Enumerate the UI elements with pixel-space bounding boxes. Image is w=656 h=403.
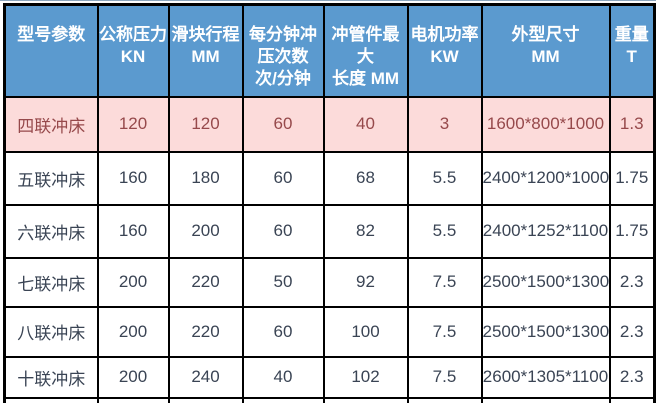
- cell: 2500*1500*1300: [480, 256, 611, 308]
- cell: 120: [96, 95, 170, 153]
- cell: 220: [167, 305, 244, 358]
- column-header-motor-power: 电机功率 KW: [406, 3, 483, 98]
- cell: 180: [167, 150, 244, 206]
- cell: 160: [96, 150, 170, 206]
- cell: 200: [96, 355, 170, 399]
- cell: 40: [322, 95, 409, 153]
- cell: 50: [241, 256, 325, 308]
- table-row: 十联冲床 200 240 40 102 7.5 2600*1305*1100 2…: [3, 355, 656, 399]
- cell: 200: [167, 203, 244, 259]
- column-header-model: 型号参数: [3, 3, 99, 98]
- empty-cell: [406, 396, 483, 403]
- cell: 220: [167, 256, 244, 308]
- row-label: 十联冲床: [3, 355, 99, 399]
- cell: 60: [241, 203, 325, 259]
- spec-table: 型号参数 公称压力 KN 滑块行程 MM 每分钟冲 压次数 次/分钟 冲管件最大…: [3, 3, 656, 403]
- row-label: 八联冲床: [3, 305, 99, 358]
- column-header-strokes-per-minute: 每分钟冲 压次数 次/分钟: [241, 3, 325, 98]
- cell: 92: [322, 256, 409, 308]
- cell: 2500*1500*1300: [480, 305, 611, 358]
- empty-cell: [480, 396, 611, 403]
- cell: 2.3: [608, 256, 656, 308]
- cell: 200: [96, 305, 170, 358]
- cell: 2600*1305*1100: [480, 355, 611, 399]
- crop-edge-line: [0, 0, 656, 1]
- cell: 240: [167, 355, 244, 399]
- cell: 1.75: [608, 203, 656, 259]
- row-label: 七联冲床: [3, 256, 99, 308]
- cell: 60: [241, 305, 325, 358]
- empty-cell: [322, 396, 409, 403]
- cell: 2400*1200*1000: [480, 150, 611, 206]
- cell: 1.75: [608, 150, 656, 206]
- cell: 60: [241, 150, 325, 206]
- partial-clipped-row: [3, 396, 656, 403]
- cell: 3: [406, 95, 483, 153]
- cell: 7.5: [406, 355, 483, 399]
- row-label: 四联冲床: [3, 95, 99, 153]
- row-label: 六联冲床: [3, 203, 99, 259]
- empty-cell: [241, 396, 325, 403]
- table-row: 七联冲床 200 220 50 92 7.5 2500*1500*1300 2.…: [3, 256, 656, 308]
- cell: 100: [322, 305, 409, 358]
- cell: 68: [322, 150, 409, 206]
- cell: 40: [241, 355, 325, 399]
- empty-cell: [3, 396, 99, 403]
- empty-cell: [96, 396, 170, 403]
- cell: 60: [241, 95, 325, 153]
- header-row: 型号参数 公称压力 KN 滑块行程 MM 每分钟冲 压次数 次/分钟 冲管件最大…: [3, 3, 656, 98]
- table-row: 六联冲床 160 200 60 82 5.5 2400*1252*1100 1.…: [3, 203, 656, 259]
- empty-cell: [608, 396, 656, 403]
- cell: 2400*1252*1100: [480, 203, 611, 259]
- column-header-overall-dimensions: 外型尺寸 MM: [480, 3, 611, 98]
- cell: 2.3: [608, 355, 656, 399]
- cell: 5.5: [406, 150, 483, 206]
- empty-cell: [167, 396, 244, 403]
- row-label: 五联冲床: [3, 150, 99, 206]
- column-header-slider-stroke: 滑块行程 MM: [167, 3, 244, 98]
- cell: 160: [96, 203, 170, 259]
- column-header-nominal-pressure: 公称压力 KN: [96, 3, 170, 98]
- table-row: 五联冲床 160 180 60 68 5.5 2400*1200*1000 1.…: [3, 150, 656, 206]
- table-row: 八联冲床 200 220 60 100 7.5 2500*1500*1300 2…: [3, 305, 656, 358]
- cell: 200: [96, 256, 170, 308]
- cell: 5.5: [406, 203, 483, 259]
- cell: 102: [322, 355, 409, 399]
- cell: 120: [167, 95, 244, 153]
- cell: 2.3: [608, 305, 656, 358]
- cell: 7.5: [406, 256, 483, 308]
- cell: 82: [322, 203, 409, 259]
- column-header-max-pipe-length: 冲管件最大 长度 MM: [322, 3, 409, 98]
- cell: 1.3: [608, 95, 656, 153]
- table-row-highlighted: 四联冲床 120 120 60 40 3 1600*800*1000 1.3: [3, 95, 656, 153]
- cell: 1600*800*1000: [480, 95, 611, 153]
- cell: 7.5: [406, 305, 483, 358]
- column-header-weight: 重量 T: [608, 3, 656, 98]
